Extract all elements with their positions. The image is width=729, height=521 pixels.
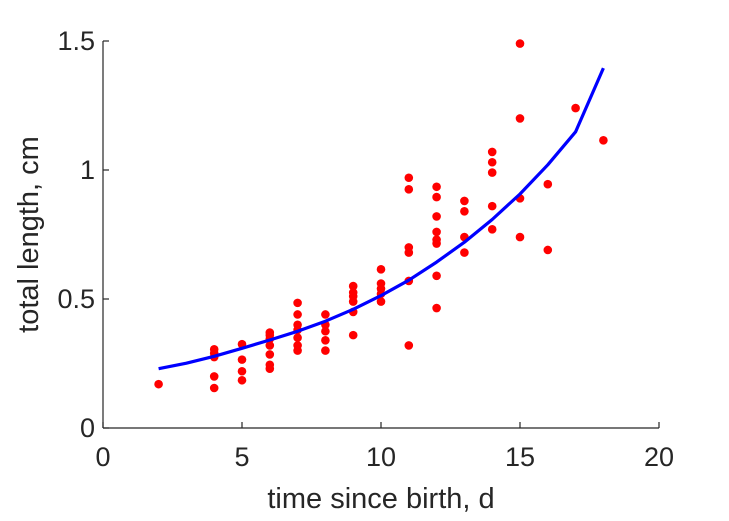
- data-point: [321, 310, 330, 319]
- data-point: [487, 168, 497, 177]
- data-point: [293, 333, 302, 343]
- data-point: [209, 383, 219, 393]
- data-point: [432, 192, 441, 202]
- data-point: [376, 279, 386, 288]
- x-tick-label: 10: [366, 442, 396, 472]
- data-point: [237, 375, 247, 385]
- data-point: [487, 225, 497, 234]
- data-point: [432, 182, 441, 192]
- data-point: [293, 341, 302, 350]
- data-point: [237, 355, 247, 364]
- data-point: [571, 103, 580, 113]
- data-point: [515, 232, 525, 242]
- data-point: [237, 366, 247, 376]
- data-point: [293, 298, 302, 308]
- data-point: [209, 372, 219, 381]
- data-point: [404, 243, 414, 252]
- data-point: [515, 39, 525, 48]
- data-point: [460, 248, 469, 257]
- x-tick-label: 20: [644, 442, 674, 472]
- data-point: [460, 206, 469, 216]
- data-point: [321, 335, 330, 345]
- x-tick-label: 15: [505, 442, 535, 472]
- x-tick-label: 0: [95, 442, 110, 472]
- plot-area: [154, 39, 608, 393]
- data-point: [404, 341, 414, 350]
- data-point: [432, 271, 441, 281]
- data-point: [209, 345, 219, 354]
- y-tick-label: 0: [80, 413, 95, 443]
- data-point: [293, 320, 302, 330]
- data-point: [265, 360, 275, 370]
- data-point: [348, 281, 358, 291]
- data-point: [432, 212, 441, 221]
- data-point: [348, 288, 358, 297]
- data-point: [543, 245, 553, 255]
- data-point: [487, 147, 497, 157]
- data-point: [460, 196, 469, 206]
- y-axis-title: total length, cm: [13, 136, 45, 333]
- data-point: [321, 346, 330, 355]
- data-point: [432, 227, 441, 237]
- data-point: [321, 326, 330, 336]
- data-point: [432, 235, 441, 244]
- data-point: [487, 157, 497, 167]
- data-point: [265, 350, 275, 359]
- data-point: [515, 114, 525, 123]
- data-point: [348, 330, 358, 340]
- data-point: [376, 265, 386, 274]
- data-point: [599, 136, 608, 145]
- data-point: [432, 303, 441, 313]
- axes: 0 5 10 15 20 0 0.5 1 1.5: [57, 26, 674, 472]
- fit-curve: [158, 67, 605, 371]
- y-tick-label: 0.5: [57, 284, 95, 314]
- data-point: [543, 179, 553, 189]
- x-axis-title: time since birth, d: [267, 483, 494, 515]
- data-point: [265, 328, 275, 337]
- data-point: [376, 297, 386, 306]
- data-point: [293, 310, 302, 319]
- x-tick-label: 5: [234, 442, 249, 472]
- y-tick-label: 1.5: [57, 26, 95, 56]
- data-point: [404, 173, 414, 183]
- data-point: [487, 201, 497, 211]
- data-point: [265, 341, 275, 350]
- data-point: [154, 379, 163, 389]
- y-tick-label: 1: [80, 155, 95, 185]
- data-point: [404, 185, 414, 194]
